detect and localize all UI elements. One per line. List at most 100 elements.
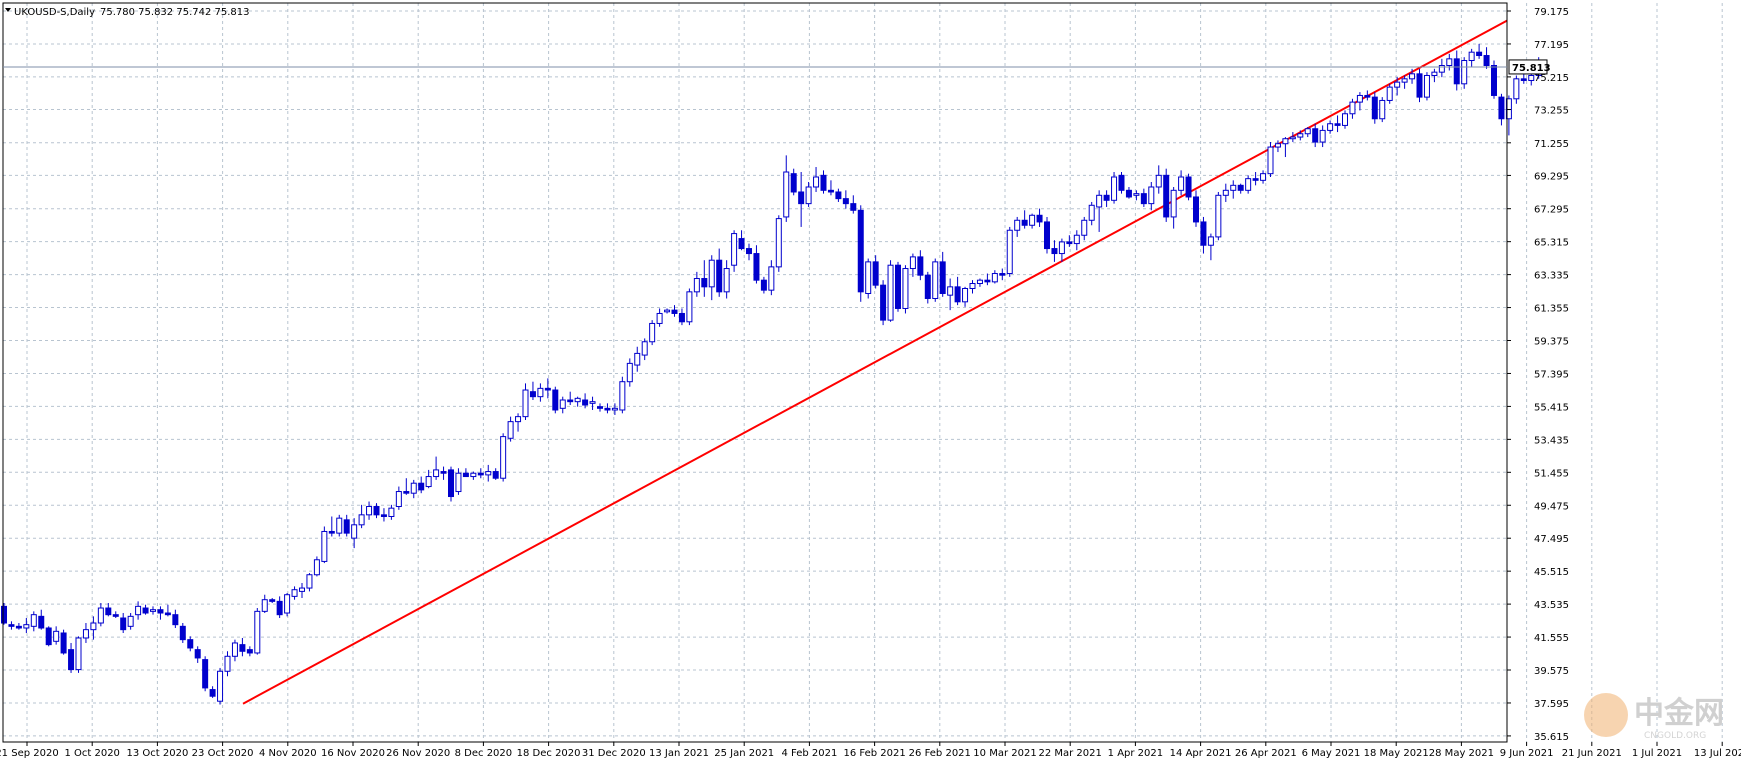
candle-body xyxy=(395,491,402,508)
candle-body xyxy=(403,491,410,494)
candle-body xyxy=(574,397,581,403)
candle-body xyxy=(1297,133,1304,138)
candle-body xyxy=(1491,65,1497,96)
candle xyxy=(507,416,514,442)
candle xyxy=(805,181,812,207)
candle-body xyxy=(1252,178,1259,181)
candle-body xyxy=(1073,234,1080,245)
candle-body xyxy=(1058,241,1065,255)
candle xyxy=(1409,68,1416,84)
candle-body xyxy=(887,264,894,321)
candle xyxy=(991,270,998,284)
candle-body xyxy=(582,399,589,406)
candle-body xyxy=(619,381,626,411)
candle-body xyxy=(1036,214,1043,223)
candle xyxy=(231,639,238,662)
candle xyxy=(634,346,641,372)
candle-body xyxy=(738,238,745,250)
candle xyxy=(82,623,89,643)
candle xyxy=(1245,175,1252,194)
candle xyxy=(902,265,909,314)
candle xyxy=(1118,172,1125,194)
candle xyxy=(23,618,30,633)
candle xyxy=(1379,97,1386,123)
candle xyxy=(15,623,22,630)
dropdown-triangle-icon[interactable] xyxy=(5,8,11,12)
candle xyxy=(1260,170,1267,184)
candle-body xyxy=(254,610,261,654)
candle-body xyxy=(969,283,976,290)
y-tick-label: 47.495 xyxy=(1534,534,1569,545)
candle xyxy=(45,626,52,647)
candle xyxy=(976,278,983,287)
candle xyxy=(917,250,924,281)
candle xyxy=(1230,180,1237,199)
x-tick-label: 13 Jan 2021 xyxy=(649,748,709,759)
candle xyxy=(202,656,209,692)
x-tick-label: 1 Oct 2020 xyxy=(64,748,119,759)
candle-body xyxy=(1051,248,1058,255)
candle-body xyxy=(775,218,782,268)
candle-body xyxy=(269,599,276,602)
candle xyxy=(842,190,849,209)
candle-body xyxy=(1438,65,1445,73)
trendline[interactable] xyxy=(242,19,1508,705)
candle xyxy=(97,603,104,627)
candle xyxy=(299,583,305,599)
candle xyxy=(522,383,529,420)
candle xyxy=(775,215,782,272)
candle xyxy=(954,276,961,306)
candle xyxy=(1297,130,1304,141)
candle-body xyxy=(1222,189,1229,196)
candle xyxy=(813,167,820,192)
candle xyxy=(656,308,663,327)
candle xyxy=(1371,92,1378,124)
candle-body xyxy=(798,191,805,205)
candle-body xyxy=(529,391,536,398)
candle xyxy=(254,608,261,655)
candle-body xyxy=(418,482,425,491)
candle xyxy=(433,456,440,480)
y-tick-label: 77.195 xyxy=(1534,40,1569,51)
candle-body xyxy=(1453,58,1460,85)
candle-body xyxy=(1185,176,1192,198)
candle xyxy=(909,253,916,277)
candle-body xyxy=(343,519,350,534)
candle-body xyxy=(1289,136,1296,140)
candle-body xyxy=(1528,74,1535,81)
candle-body xyxy=(500,436,507,479)
y-tick-label: 57.395 xyxy=(1534,369,1569,380)
candle xyxy=(1446,53,1453,71)
candle xyxy=(1103,190,1110,207)
y-tick-label: 61.355 xyxy=(1534,304,1569,315)
candle xyxy=(798,172,805,227)
candle xyxy=(671,305,678,317)
y-tick-label: 43.535 xyxy=(1534,600,1569,611)
candle-body xyxy=(1088,204,1095,221)
candle-body xyxy=(984,279,991,283)
candle xyxy=(1081,216,1088,241)
watermark: 中金网 CNGOLD.ORG xyxy=(1584,693,1724,741)
candle-body xyxy=(1267,146,1274,175)
candle-body xyxy=(53,630,60,642)
candle xyxy=(738,230,745,251)
candle xyxy=(269,598,276,604)
candle-body xyxy=(723,268,730,293)
candle xyxy=(38,609,45,630)
candle-body xyxy=(1312,128,1319,143)
candles-layer xyxy=(1,43,1542,705)
candle xyxy=(351,518,358,549)
candle xyxy=(872,255,879,289)
candle-body xyxy=(1446,58,1453,67)
candle xyxy=(418,476,425,494)
candle-body xyxy=(194,649,201,659)
candle xyxy=(30,611,37,632)
y-tick-label: 63.335 xyxy=(1534,271,1569,282)
candle-body xyxy=(82,629,89,639)
x-tick-label: 28 May 2021 xyxy=(1429,748,1494,759)
candle xyxy=(366,501,373,520)
candle-body xyxy=(172,614,179,626)
candle xyxy=(686,288,693,326)
